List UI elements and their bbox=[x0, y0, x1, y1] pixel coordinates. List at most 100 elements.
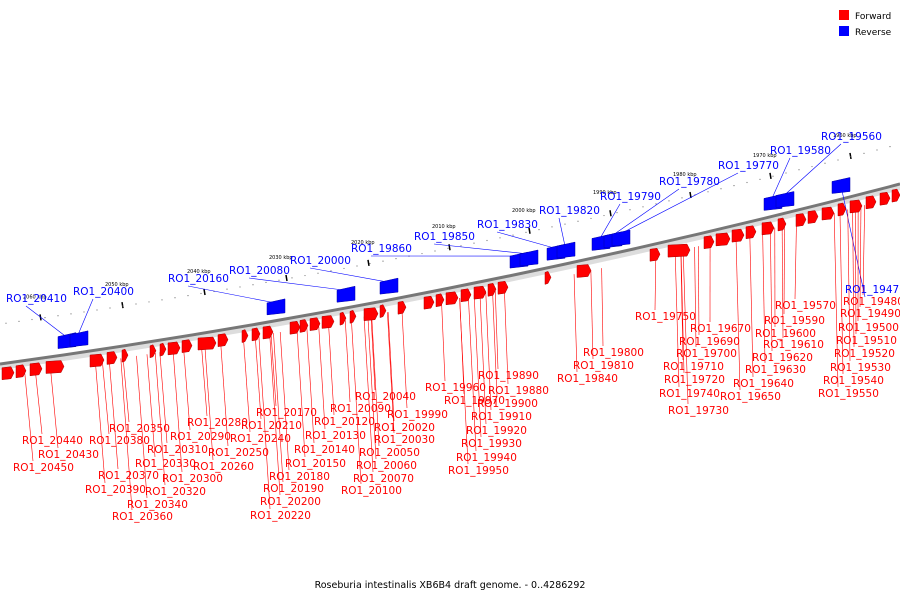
forward-gene-arrow[interactable] bbox=[217, 333, 229, 347]
gene-label-ro1-19570[interactable]: RO1_19570 bbox=[775, 300, 836, 312]
forward-gene-arrow[interactable] bbox=[299, 319, 309, 333]
gene-label-ro1-20320[interactable]: RO1_20320 bbox=[145, 486, 206, 498]
forward-gene-arrow[interactable] bbox=[363, 307, 379, 321]
gene-arrow-ro1-19770[interactable] bbox=[611, 229, 631, 247]
gene-label-ro1-20340[interactable]: RO1_20340 bbox=[127, 499, 188, 511]
gene-arrow-ro1-19560[interactable] bbox=[775, 191, 795, 208]
gene-label-ro1-20190[interactable]: RO1_20190 bbox=[263, 483, 324, 495]
gene-label-ro1-19480[interactable]: RO1_19480 bbox=[843, 296, 900, 308]
forward-gene-arrow[interactable] bbox=[89, 353, 105, 368]
gene-label-ro1-19620[interactable]: RO1_19620 bbox=[752, 352, 813, 364]
gene-label-ro1-19710[interactable]: RO1_19710 bbox=[663, 361, 724, 373]
gene-label-ro1-19880[interactable]: RO1_19880 bbox=[488, 385, 549, 397]
gene-label-ro1-20400[interactable]: RO1_20400 bbox=[73, 286, 134, 298]
gene-label-ro1-19630[interactable]: RO1_19630 bbox=[745, 364, 806, 376]
gene-label-ro1-20180[interactable]: RO1_20180 bbox=[269, 471, 330, 483]
gene-arrow-ro1-19470[interactable] bbox=[831, 177, 851, 194]
forward-gene-arrow[interactable] bbox=[761, 221, 775, 236]
gene-arrow-ro1-19820[interactable] bbox=[556, 241, 576, 259]
gene-label-ro1-19560[interactable]: RO1_19560 bbox=[821, 131, 882, 143]
gene-label-ro1-19860[interactable]: RO1_19860 bbox=[351, 243, 412, 255]
gene-label-ro1-19590[interactable]: RO1_19590 bbox=[764, 315, 825, 327]
forward-gene-arrow[interactable] bbox=[795, 213, 807, 227]
forward-gene-arrow[interactable] bbox=[879, 191, 891, 206]
gene-arrow-ro1-20080[interactable] bbox=[336, 285, 356, 303]
forward-gene-arrow[interactable] bbox=[703, 235, 715, 250]
gene-label-ro1-19770[interactable]: RO1_19770 bbox=[718, 160, 779, 172]
forward-gene-arrow[interactable] bbox=[649, 247, 661, 262]
forward-gene-arrow[interactable] bbox=[339, 311, 347, 326]
gene-label-ro1-19690[interactable]: RO1_19690 bbox=[679, 336, 740, 348]
gene-label-ro1-19510[interactable]: RO1_19510 bbox=[836, 335, 897, 347]
gene-label-ro1-19950[interactable]: RO1_19950 bbox=[448, 465, 509, 477]
forward-gene-arrow[interactable] bbox=[715, 232, 731, 247]
gene-label-ro1-19800[interactable]: RO1_19800 bbox=[583, 347, 644, 359]
gene-label-ro1-20250[interactable]: RO1_20250 bbox=[208, 447, 269, 459]
gene-label-ro1-19960[interactable]: RO1_19960 bbox=[425, 382, 486, 394]
gene-label-ro1-19970[interactable]: RO1_19970 bbox=[444, 395, 505, 407]
forward-gene-arrow[interactable] bbox=[379, 304, 387, 319]
gene-label-ro1-20410[interactable]: RO1_20410 bbox=[6, 293, 67, 305]
gene-label-ro1-20300[interactable]: RO1_20300 bbox=[162, 473, 223, 485]
gene-label-ro1-19890[interactable]: RO1_19890 bbox=[478, 370, 539, 382]
gene-label-ro1-20070[interactable]: RO1_20070 bbox=[353, 473, 414, 485]
forward-gene-arrow[interactable] bbox=[159, 342, 167, 357]
forward-gene-arrow[interactable] bbox=[251, 327, 261, 342]
forward-gene-arrow[interactable] bbox=[435, 293, 445, 308]
gene-label-ro1-19500[interactable]: RO1_19500 bbox=[838, 322, 899, 334]
gene-label-ro1-20390[interactable]: RO1_20390 bbox=[85, 484, 146, 496]
forward-gene-arrow[interactable] bbox=[487, 283, 497, 297]
gene-label-ro1-19850[interactable]: RO1_19850 bbox=[414, 231, 475, 243]
gene-label-ro1-20290[interactable]: RO1_20290 bbox=[170, 431, 231, 443]
gene-label-ro1-19990[interactable]: RO1_19990 bbox=[387, 409, 448, 421]
gene-label-ro1-19830[interactable]: RO1_19830 bbox=[477, 219, 538, 231]
gene-label-ro1-20060[interactable]: RO1_20060 bbox=[356, 460, 417, 472]
gene-label-ro1-19820[interactable]: RO1_19820 bbox=[539, 205, 600, 217]
gene-label-ro1-19920[interactable]: RO1_19920 bbox=[466, 425, 527, 437]
forward-gene-arrow[interactable] bbox=[309, 317, 321, 331]
forward-gene-arrow[interactable] bbox=[837, 202, 847, 217]
gene-label-ro1-19650[interactable]: RO1_19650 bbox=[720, 391, 781, 403]
gene-label-ro1-20280[interactable]: RO1_20280 bbox=[187, 417, 248, 429]
forward-gene-arrow[interactable] bbox=[473, 285, 487, 300]
forward-gene-arrow[interactable] bbox=[181, 339, 193, 353]
gene-label-ro1-19610[interactable]: RO1_19610 bbox=[763, 339, 824, 351]
gene-label-ro1-20240[interactable]: RO1_20240 bbox=[230, 433, 291, 445]
gene-label-ro1-19520[interactable]: RO1_19520 bbox=[834, 348, 895, 360]
gene-label-ro1-19840[interactable]: RO1_19840 bbox=[557, 373, 618, 385]
gene-arrow-ro1-19850[interactable] bbox=[519, 249, 539, 267]
gene-label-ro1-20090[interactable]: RO1_20090 bbox=[330, 403, 391, 415]
gene-label-ro1-20360[interactable]: RO1_20360 bbox=[112, 511, 173, 523]
forward-gene-arrow[interactable] bbox=[497, 280, 509, 295]
forward-gene-arrow[interactable] bbox=[121, 348, 129, 363]
forward-gene-arrow[interactable] bbox=[29, 362, 43, 377]
gene-label-ro1-19780[interactable]: RO1_19780 bbox=[659, 176, 720, 188]
gene-label-ro1-19740[interactable]: RO1_19740 bbox=[659, 388, 720, 400]
gene-label-ro1-20030[interactable]: RO1_20030 bbox=[374, 434, 435, 446]
gene-label-ro1-20210[interactable]: RO1_20210 bbox=[241, 420, 302, 432]
forward-gene-arrow[interactable] bbox=[576, 264, 592, 278]
gene-label-ro1-20330[interactable]: RO1_20330 bbox=[135, 458, 196, 470]
gene-arrow-ro1-20400[interactable] bbox=[69, 330, 89, 348]
forward-gene-arrow[interactable] bbox=[167, 341, 181, 356]
forward-gene-arrow[interactable] bbox=[289, 320, 301, 335]
gene-label-ro1-20020[interactable]: RO1_20020 bbox=[374, 422, 435, 434]
gene-label-ro1-19930[interactable]: RO1_19930 bbox=[461, 438, 522, 450]
gene-label-ro1-20130[interactable]: RO1_20130 bbox=[305, 430, 366, 442]
gene-label-ro1-20440[interactable]: RO1_20440 bbox=[22, 435, 83, 447]
gene-arrow-ro1-20160[interactable] bbox=[266, 298, 286, 316]
forward-gene-arrow[interactable] bbox=[891, 188, 900, 203]
forward-gene-arrow[interactable] bbox=[423, 295, 435, 310]
forward-gene-arrow[interactable] bbox=[106, 351, 118, 365]
forward-gene-arrow[interactable] bbox=[777, 217, 787, 232]
gene-label-ro1-19530[interactable]: RO1_19530 bbox=[830, 362, 891, 374]
gene-label-ro1-19900[interactable]: RO1_19900 bbox=[477, 398, 538, 410]
forward-gene-arrow[interactable] bbox=[1, 366, 15, 381]
gene-label-ro1-20310[interactable]: RO1_20310 bbox=[147, 444, 208, 456]
gene-label-ro1-20050[interactable]: RO1_20050 bbox=[359, 447, 420, 459]
gene-label-ro1-19940[interactable]: RO1_19940 bbox=[456, 452, 517, 464]
gene-label-ro1-19700[interactable]: RO1_19700 bbox=[676, 348, 737, 360]
gene-label-ro1-19810[interactable]: RO1_19810 bbox=[573, 360, 634, 372]
gene-label-ro1-19730[interactable]: RO1_19730 bbox=[668, 405, 729, 417]
forward-gene-arrow[interactable] bbox=[45, 360, 65, 374]
